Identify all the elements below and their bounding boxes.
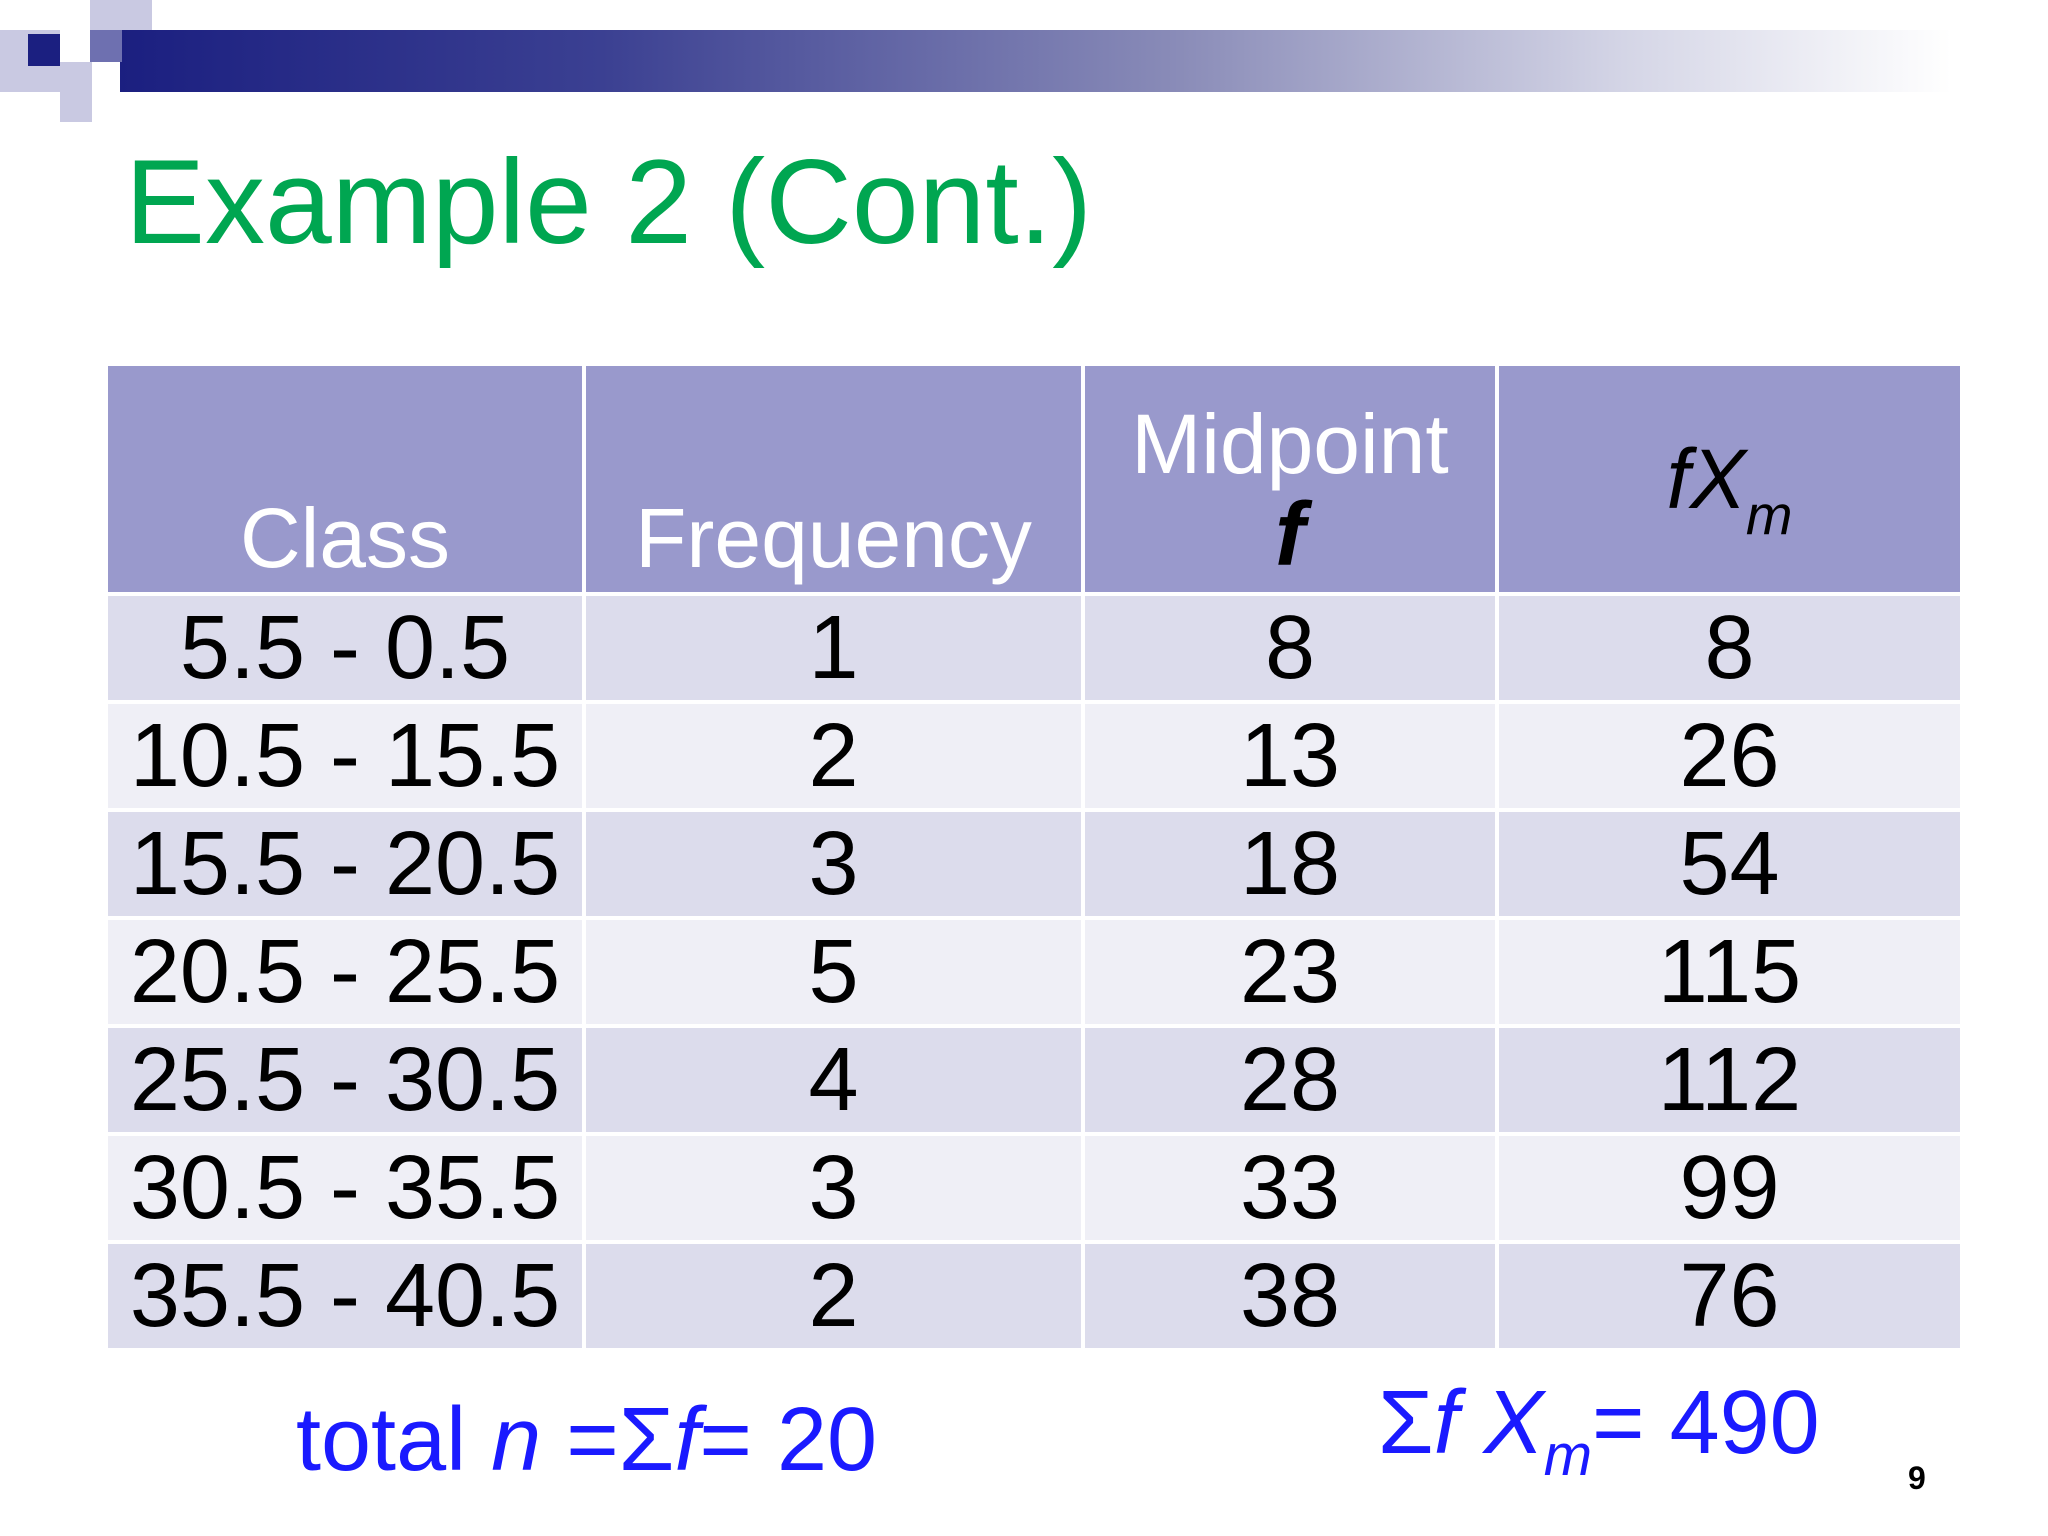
table-row: 35.5 - 40.5 2 38 76 — [104, 1240, 1964, 1352]
cell-fx: 99 — [1495, 1132, 1964, 1244]
table-header-row: Class Frequency Midpoint f fXm — [104, 362, 1964, 596]
cell-midpoint: 13 — [1081, 700, 1499, 812]
cell-class: 10.5 - 15.5 — [104, 700, 586, 812]
formula-n: n — [491, 1390, 542, 1490]
cell-frequency: 4 — [582, 1024, 1085, 1136]
cell-fx: 115 — [1495, 916, 1964, 1028]
table-row: 5.5 - 0.5 1 8 8 — [104, 592, 1964, 704]
header-midpoint: Midpoint f — [1081, 362, 1499, 596]
cell-frequency: 3 — [582, 1132, 1085, 1244]
decor-square — [60, 62, 92, 122]
cell-class: 30.5 - 35.5 — [104, 1132, 586, 1244]
decor-square — [0, 0, 30, 30]
table-row: 30.5 - 35.5 3 33 99 — [104, 1132, 1964, 1244]
cell-class: 5.5 - 0.5 — [104, 592, 586, 704]
header-frequency: Frequency — [582, 362, 1085, 596]
cell-fx: 76 — [1495, 1240, 1964, 1352]
cell-class: 15.5 - 20.5 — [104, 808, 586, 920]
cell-midpoint: 38 — [1081, 1240, 1499, 1352]
cell-midpoint: 23 — [1081, 916, 1499, 1028]
cell-midpoint: 28 — [1081, 1024, 1499, 1136]
cell-frequency: 5 — [582, 916, 1085, 1028]
table-row: 20.5 - 25.5 5 23 115 — [104, 916, 1964, 1028]
slide-header-decoration — [0, 0, 2048, 125]
header-midpoint-label: Midpoint — [1131, 397, 1449, 491]
header-fx: fXm — [1495, 362, 1964, 596]
header-fx-main: fX — [1666, 432, 1746, 526]
formula-total-value: = 20 — [699, 1390, 878, 1490]
cell-class: 25.5 - 30.5 — [104, 1024, 586, 1136]
cell-fx: 54 — [1495, 808, 1964, 920]
frequency-table: Class Frequency Midpoint f fXm 5.5 - 0.5… — [104, 362, 1964, 1352]
formula-prefix: total — [296, 1390, 492, 1490]
decor-square — [90, 30, 122, 62]
decor-square — [28, 34, 60, 66]
header-gradient-bar — [120, 30, 2048, 92]
table-row: 25.5 - 30.5 4 28 112 — [104, 1024, 1964, 1136]
cell-class: 20.5 - 25.5 — [104, 916, 586, 1028]
cell-class: 35.5 - 40.5 — [104, 1240, 586, 1352]
slide-title: Example 2 (Cont.) — [125, 135, 1093, 269]
header-fx-subscript: m — [1745, 483, 1793, 546]
cell-frequency: 2 — [582, 1240, 1085, 1352]
formula-subscript-m: m — [1543, 1423, 1593, 1488]
cell-midpoint: 18 — [1081, 808, 1499, 920]
total-frequency-formula: total n =Σf= 20 — [296, 1395, 877, 1485]
formula-sigma: Σ — [1378, 1373, 1434, 1473]
table-body: 5.5 - 0.5 1 8 8 10.5 - 15.5 2 13 26 15.5… — [104, 592, 1964, 1352]
cell-fx: 8 — [1495, 592, 1964, 704]
header-class: Class — [104, 362, 586, 596]
cell-frequency: 3 — [582, 808, 1085, 920]
sum-fx-formula: Σf Xm= 490 — [1378, 1378, 1820, 1485]
formula-equals-sigma: =Σ — [541, 1390, 675, 1490]
cell-frequency: 1 — [582, 592, 1085, 704]
formula-sum-value: = 490 — [1592, 1373, 1820, 1473]
cell-fx: 112 — [1495, 1024, 1964, 1136]
header-midpoint-symbol: f — [1275, 485, 1305, 585]
cell-fx: 26 — [1495, 700, 1964, 812]
table-row: 15.5 - 20.5 3 18 54 — [104, 808, 1964, 920]
cell-midpoint: 8 — [1081, 592, 1499, 704]
page-number: 9 — [1908, 1460, 1926, 1496]
table-row: 10.5 - 15.5 2 13 26 — [104, 700, 1964, 812]
cell-frequency: 2 — [582, 700, 1085, 812]
cell-midpoint: 33 — [1081, 1132, 1499, 1244]
formula-x: X — [1483, 1373, 1544, 1473]
formula-f: f — [1433, 1373, 1484, 1473]
formula-f: f — [674, 1390, 700, 1490]
